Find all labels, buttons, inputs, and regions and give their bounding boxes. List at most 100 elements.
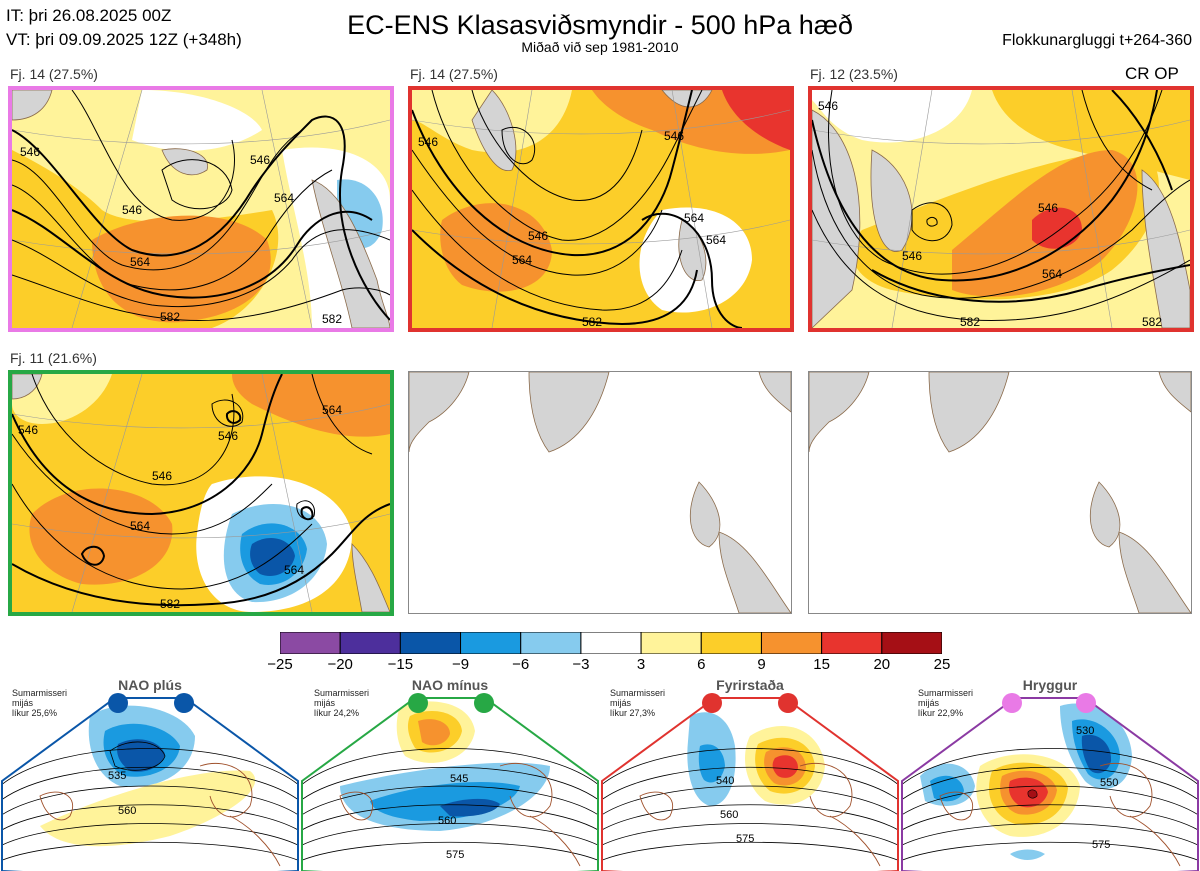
contour-label: 564 — [1042, 267, 1062, 281]
contour-label: 546 — [20, 145, 40, 159]
page-title: EC-ENS Klasasviðsmyndir - 500 hPa hæð — [347, 10, 853, 40]
contour-label: 546 — [528, 229, 548, 243]
regime-name: NAO plús — [118, 677, 182, 693]
regime-name: Hryggur — [1022, 677, 1078, 693]
regime-season: Sumarmisseri — [314, 688, 370, 698]
regime-marker — [1002, 693, 1022, 713]
colorbar-swatch — [700, 631, 762, 655]
contour-label: 582 — [582, 315, 602, 328]
regime-subseason: mijás — [314, 698, 336, 708]
colorbar-tick: 25 — [933, 656, 951, 673]
contour-label: 546 — [122, 203, 142, 217]
regime-nao-plus: Sumarmisseri mijás líkur 25,6% NAO plús — [0, 676, 300, 871]
colorbar-swatch — [640, 631, 702, 655]
regime-likelihood: líkur 22,9% — [918, 708, 964, 718]
regime-subseason: mijás — [918, 698, 940, 708]
cluster-3-label: Fj. 12 (23.5%) — [810, 66, 898, 82]
graticule — [412, 90, 790, 328]
cluster-4-label: Fj. 11 (21.6%) — [10, 350, 97, 366]
contour-label: 564 — [512, 253, 532, 267]
contour-label: 560 — [438, 815, 456, 827]
anomaly-fill — [812, 90, 1190, 328]
contour-label: 546 — [152, 469, 172, 483]
colorbar-swatches — [279, 631, 943, 655]
colorbar-swatch — [279, 631, 341, 655]
contour-label: 535 — [108, 770, 126, 782]
colorbar-tick: 6 — [697, 656, 706, 673]
regime-marker — [778, 693, 798, 713]
regime-ridge: Sumarmisseri mijás líkur 22,9% Hryggur — [900, 676, 1200, 871]
regime-season: Sumarmisseri — [918, 688, 974, 698]
colorbar-tick: −9 — [451, 656, 470, 673]
regime-season: Sumarmisseri — [610, 688, 666, 698]
land-mask — [809, 372, 1191, 613]
init-time: IT: þri 26.08.2025 00Z — [6, 6, 172, 25]
colorbar-swatch — [460, 631, 522, 655]
contour-label: 564 — [130, 255, 150, 269]
contour-label: 582 — [960, 315, 980, 328]
colorbar-swatch — [821, 631, 883, 655]
regime-nao-minus: Sumarmisseri mijás líkur 24,2% NAO mínus — [300, 676, 600, 871]
cluster-4-map: 546 564 582 564 564 546 546 — [8, 370, 394, 616]
regime-marker — [108, 693, 128, 713]
graticule — [812, 90, 1190, 328]
control-run-tag: CR OP — [1125, 64, 1179, 83]
regime-marker — [1076, 693, 1096, 713]
contour-label: 564 — [684, 211, 704, 225]
contour-label: 560 — [118, 805, 136, 817]
valid-time: VT: þri 09.09.2025 12Z (+348h) — [6, 30, 242, 49]
regime-likelihood: líkur 25,6% — [12, 708, 58, 718]
contour-label: 530 — [1076, 725, 1094, 737]
contour-label: 575 — [736, 833, 754, 845]
colorbar-swatch — [339, 631, 401, 655]
regime-subseason: mijás — [12, 698, 34, 708]
contour-label: 540 — [716, 775, 734, 787]
regime-name: Fyrirstaða — [716, 677, 784, 693]
colorbar-tick: −6 — [512, 656, 530, 673]
contour-label: 564 — [322, 403, 342, 417]
colorbar-tick: 20 — [873, 656, 891, 673]
colorbar-swatch — [760, 631, 823, 655]
regime-likelihood: líkur 24,2% — [314, 708, 360, 718]
cluster-2-label: Fj. 14 (27.5%) — [410, 66, 498, 82]
height-contours-bold — [812, 90, 1190, 303]
contour-label: 546 — [818, 99, 838, 113]
colorbar-tick: 15 — [813, 656, 830, 673]
regime-marker — [474, 693, 494, 713]
page-subtitle: Miðað við sep 1981-2010 — [521, 39, 679, 55]
contour-label: 545 — [450, 773, 468, 785]
height-contours — [12, 374, 373, 590]
contour-label: 582 — [1142, 315, 1162, 328]
regime-subseason: mijás — [610, 698, 632, 708]
graticule — [12, 374, 390, 612]
height-contours — [812, 90, 1190, 321]
colorbar-swatch — [881, 631, 943, 655]
classification-window: Flokkunargluggi t+264-360 — [1002, 32, 1192, 49]
regime-marker — [702, 693, 722, 713]
colorbar-tick: 9 — [757, 656, 766, 673]
colorbar — [279, 631, 943, 655]
regime-season: Sumarmisseri — [12, 688, 68, 698]
height-contours-bold — [12, 374, 390, 607]
contour-label: 546 — [250, 153, 270, 167]
anomaly-fill — [412, 90, 790, 328]
cluster-3-map: 546 564 582 582 546 546 — [808, 86, 1194, 332]
contour-label: 546 — [1038, 201, 1058, 215]
colorbar-tick: 3 — [636, 656, 646, 673]
colorbar-tick: −20 — [327, 656, 353, 673]
colorbar-labels: −25 −20 −15 −9 −6 −3 3 6 9 15 20 25 — [267, 656, 950, 676]
cluster-2-map: 546 564 546 564 582 564 546 — [408, 86, 794, 332]
regime-name: NAO mínus — [411, 677, 489, 693]
contour-label: 582 — [160, 597, 180, 611]
colorbar-tick: −15 — [387, 656, 414, 673]
colorbar-swatch — [399, 631, 462, 655]
height-contours-bold — [12, 115, 390, 321]
land-mask — [409, 372, 791, 613]
colorbar-swatch — [520, 631, 582, 655]
empty-map-5 — [408, 371, 792, 614]
contour-label: 575 — [1092, 839, 1110, 851]
contour-label: 560 — [720, 809, 738, 821]
contour-label: 564 — [706, 233, 726, 247]
height-contours-bold — [412, 90, 743, 328]
contour-label: 564 — [284, 563, 304, 577]
